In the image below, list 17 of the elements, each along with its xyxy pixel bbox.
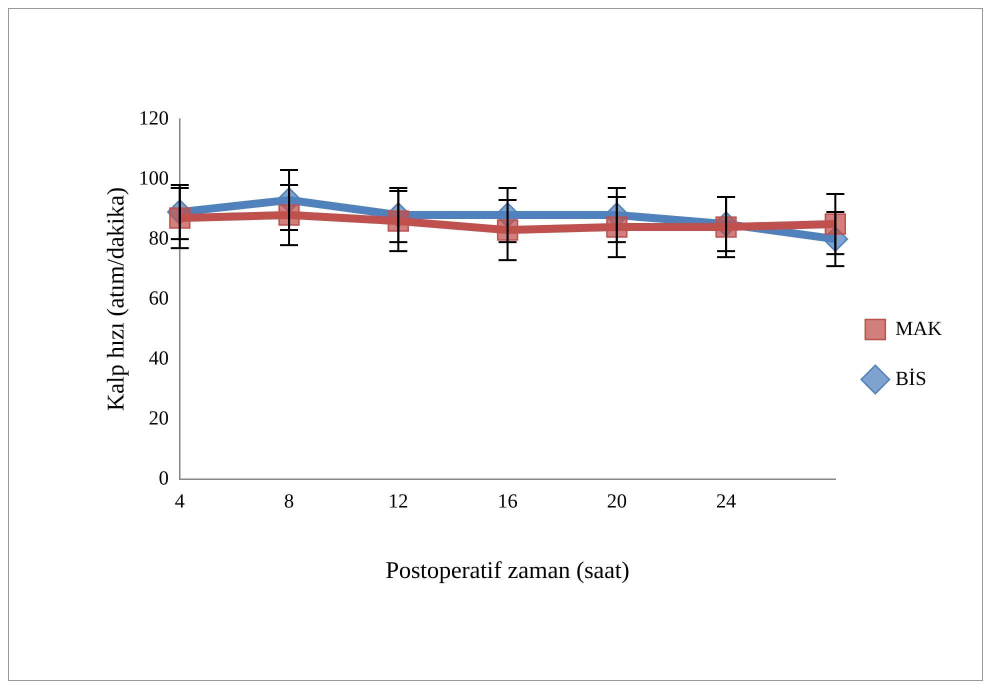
- y-axis-title: Kalp hızı (atım/dakika): [104, 187, 130, 412]
- x-tick-label: 20: [606, 490, 627, 512]
- y-tick-label: 60: [148, 287, 169, 310]
- x-tick-label: 24: [716, 490, 736, 512]
- y-tick-label: 120: [138, 107, 169, 130]
- x-tick-label: 16: [498, 490, 518, 512]
- y-tick-label: 100: [138, 167, 169, 190]
- y-tick-label: 0: [158, 467, 169, 490]
- y-tick-label: 40: [148, 347, 169, 370]
- x-tick-label: 12: [388, 490, 408, 512]
- x-tick-label: 4: [174, 490, 185, 512]
- legend-label: BİS: [895, 368, 926, 390]
- y-tick-label: 80: [148, 227, 169, 250]
- legend-label: MAK: [895, 318, 943, 340]
- y-tick-label: 20: [148, 407, 169, 430]
- x-tick-label: 8: [284, 490, 294, 512]
- x-axis-title: Postoperatif zaman (saat): [386, 558, 630, 584]
